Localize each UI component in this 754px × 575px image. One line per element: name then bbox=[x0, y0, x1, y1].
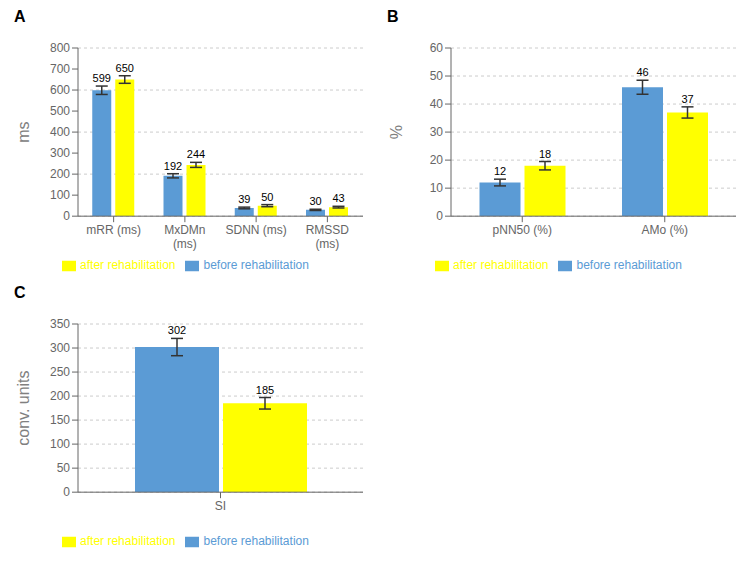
svg-text:SDNN (ms): SDNN (ms) bbox=[225, 223, 286, 237]
svg-text:%: % bbox=[388, 125, 405, 139]
svg-text:43: 43 bbox=[332, 192, 344, 204]
svg-text:250: 250 bbox=[50, 365, 70, 379]
svg-text:350: 350 bbox=[50, 317, 70, 331]
svg-text:599: 599 bbox=[93, 72, 111, 84]
svg-text:20: 20 bbox=[430, 153, 444, 167]
svg-text:37: 37 bbox=[681, 93, 693, 105]
svg-text:100: 100 bbox=[50, 437, 70, 451]
svg-text:400: 400 bbox=[50, 125, 70, 139]
svg-text:800: 800 bbox=[50, 41, 70, 55]
svg-text:40: 40 bbox=[430, 97, 444, 111]
svg-text:0: 0 bbox=[63, 485, 70, 499]
svg-text:150: 150 bbox=[50, 413, 70, 427]
svg-text:244: 244 bbox=[187, 148, 205, 160]
svg-text:300: 300 bbox=[50, 341, 70, 355]
svg-text:SI: SI bbox=[215, 499, 226, 513]
svg-text:50: 50 bbox=[57, 461, 71, 475]
svg-text:185: 185 bbox=[256, 384, 274, 396]
svg-text:10: 10 bbox=[430, 181, 444, 195]
svg-text:30: 30 bbox=[430, 125, 444, 139]
svg-text:conv. units: conv. units bbox=[15, 370, 32, 445]
svg-text:500: 500 bbox=[50, 104, 70, 118]
svg-text:ms: ms bbox=[15, 121, 32, 142]
html-text:before rehabilitation: before rehabilitation bbox=[576, 258, 682, 273]
html-text:before rehabilitation: before rehabilitation bbox=[203, 534, 309, 549]
html-text:B: B bbox=[387, 8, 399, 25]
html-text:after rehabilitation: after rehabilitation bbox=[80, 258, 176, 273]
svg-text:200: 200 bbox=[50, 389, 70, 403]
svg-text:mRR (ms): mRR (ms) bbox=[86, 223, 141, 237]
svg-text:RMSSD(ms): RMSSD(ms) bbox=[306, 223, 350, 251]
svg-text:12: 12 bbox=[494, 165, 506, 177]
svg-text:300: 300 bbox=[50, 146, 70, 160]
html-text:A: A bbox=[14, 8, 26, 25]
svg-text:0: 0 bbox=[436, 209, 443, 223]
svg-text:pNN50 (%): pNN50 (%) bbox=[493, 223, 552, 237]
svg-text:18: 18 bbox=[539, 148, 551, 160]
html-text:after rehabilitation: after rehabilitation bbox=[80, 534, 176, 549]
svg-text:0: 0 bbox=[63, 209, 70, 223]
html-text:C: C bbox=[14, 284, 26, 301]
svg-text:700: 700 bbox=[50, 62, 70, 76]
svg-text:100: 100 bbox=[50, 188, 70, 202]
svg-text:50: 50 bbox=[430, 69, 444, 83]
svg-text:30: 30 bbox=[309, 195, 321, 207]
svg-text:39: 39 bbox=[238, 193, 250, 205]
svg-text:46: 46 bbox=[636, 66, 648, 78]
svg-text:200: 200 bbox=[50, 167, 70, 181]
svg-text:302: 302 bbox=[168, 324, 186, 336]
svg-text:600: 600 bbox=[50, 83, 70, 97]
svg-text:AMo (%): AMo (%) bbox=[641, 223, 688, 237]
html-text:before rehabilitation: before rehabilitation bbox=[203, 258, 309, 273]
svg-text:MxDMn(ms): MxDMn(ms) bbox=[164, 223, 205, 251]
svg-text:50: 50 bbox=[261, 191, 273, 203]
svg-text:650: 650 bbox=[116, 62, 134, 74]
svg-text:60: 60 bbox=[430, 41, 444, 55]
html-text:after rehabilitation: after rehabilitation bbox=[453, 258, 549, 273]
svg-text:192: 192 bbox=[164, 160, 182, 172]
